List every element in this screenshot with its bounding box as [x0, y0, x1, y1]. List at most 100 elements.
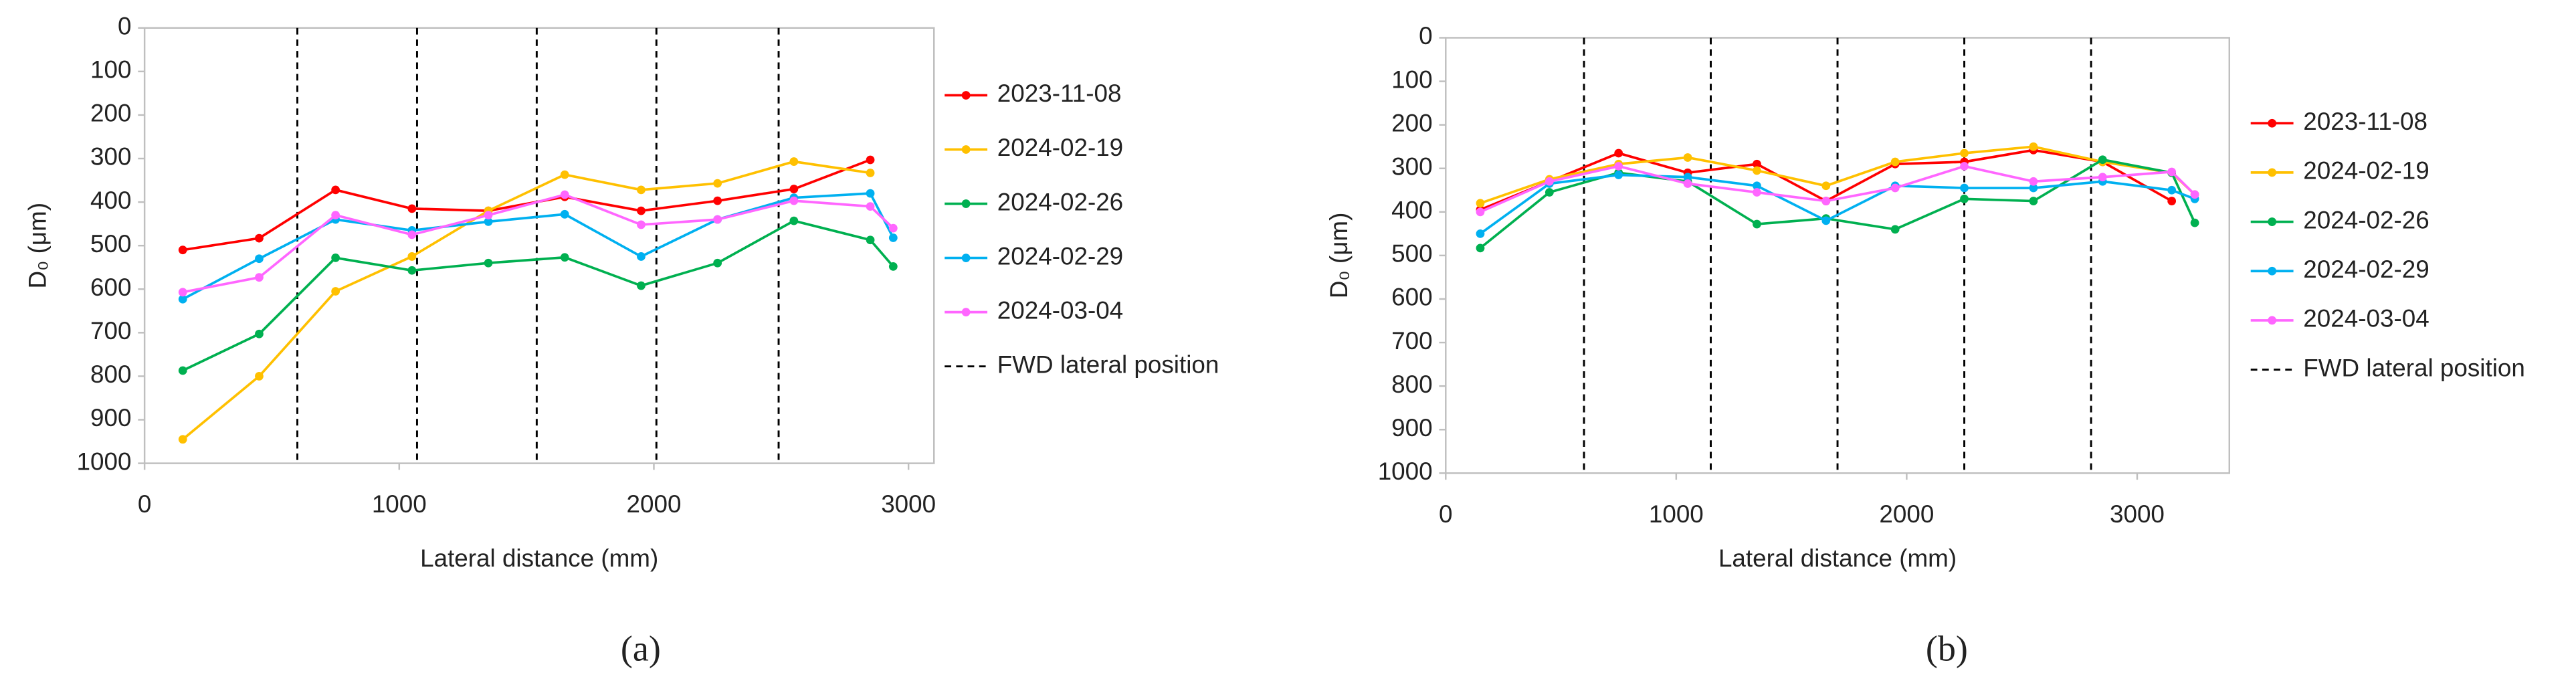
data-point: [2190, 218, 2199, 227]
y-tick-label: 300: [90, 143, 131, 171]
data-point: [1890, 183, 1900, 193]
x-tick-label: 2000: [627, 490, 682, 518]
data-point: [331, 185, 340, 195]
data-point: [1683, 179, 1692, 188]
data-point: [1614, 171, 1623, 179]
data-point: [2029, 197, 2038, 205]
data-point: [1476, 199, 1485, 208]
data-point: [1821, 181, 1831, 191]
data-point: [178, 288, 187, 297]
x-tick-label: 0: [138, 490, 151, 518]
legend-marker: [2268, 118, 2277, 128]
data-point: [1960, 149, 1969, 158]
data-point: [888, 233, 898, 242]
plot-frame: [143, 27, 935, 464]
data-point: [560, 209, 569, 219]
y-tick-label: 500: [1391, 240, 1432, 268]
legend-label: FWD lateral position: [2303, 354, 2525, 381]
legend-label: 2023-11-08: [2303, 108, 2428, 135]
legend-marker: [2268, 316, 2277, 325]
data-point: [407, 230, 417, 239]
data-point: [713, 196, 722, 205]
legend-marker: [961, 254, 971, 262]
y-tick-label: 700: [90, 317, 131, 344]
y-tick-label: 600: [90, 274, 131, 301]
y-tick-label: 400: [1391, 197, 1432, 224]
data-point: [1821, 216, 1831, 225]
y-tick-label: 0: [1419, 22, 1432, 50]
data-point: [789, 185, 799, 193]
data-point: [484, 211, 493, 220]
x-tick-label: 3000: [881, 490, 936, 518]
data-point: [2029, 142, 2038, 151]
data-point: [1614, 162, 1623, 171]
data-point: [484, 217, 493, 226]
data-point: [1753, 159, 1761, 169]
data-point: [1476, 207, 1485, 217]
legend-marker: [2268, 266, 2277, 276]
y-tick-label: 1000: [1378, 458, 1433, 485]
data-point: [255, 254, 264, 264]
data-point: [178, 366, 187, 375]
legend-label: 2024-02-19: [2303, 157, 2429, 185]
y-tick-label: 200: [90, 100, 131, 127]
series-line: [1480, 165, 2196, 213]
data-point: [789, 157, 799, 166]
data-point: [866, 202, 875, 211]
legend-marker: [961, 145, 971, 154]
data-point: [2167, 185, 2177, 195]
data-point: [1614, 149, 1623, 158]
series-line: [182, 160, 871, 441]
data-point: [713, 215, 722, 224]
data-point: [1960, 183, 1969, 193]
data-point: [637, 281, 646, 290]
data-point: [1753, 188, 1761, 197]
legend-label: 2024-03-04: [997, 296, 1123, 324]
y-tick-label: 100: [90, 56, 131, 84]
legend-marker: [961, 199, 971, 208]
legend-label: 2024-02-26: [2303, 206, 2429, 233]
data-point: [713, 258, 722, 268]
data-point: [866, 169, 875, 177]
data-point: [560, 190, 569, 199]
legend-marker: [961, 91, 971, 100]
series-line: [1480, 145, 2196, 205]
data-point: [178, 435, 187, 444]
x-tick-label: 3000: [2110, 500, 2165, 528]
data-point: [331, 211, 340, 220]
series-line: [1479, 173, 2195, 235]
y-tick-label: 100: [1391, 66, 1432, 93]
data-point: [407, 266, 417, 275]
data-point: [2029, 177, 2038, 186]
y-tick-label: 400: [90, 187, 131, 214]
data-point: [331, 287, 340, 296]
data-point: [2167, 197, 2177, 205]
x-tick-label: 2000: [1879, 500, 1934, 528]
data-point: [1890, 225, 1900, 234]
data-point: [866, 155, 875, 165]
data-point: [407, 252, 417, 261]
data-point: [178, 245, 187, 255]
panel-label: (a): [621, 628, 661, 668]
y-tick-label: 600: [1391, 284, 1432, 311]
legend-label: 2024-03-04: [2303, 305, 2429, 332]
legend-label: FWD lateral position: [997, 351, 1219, 378]
data-point: [255, 233, 264, 243]
series-line: [182, 192, 894, 300]
data-point: [2098, 155, 2107, 165]
data-point: [637, 220, 646, 229]
data-point: [888, 262, 898, 271]
data-point: [1890, 157, 1900, 167]
legend-label: 2024-02-19: [997, 134, 1123, 161]
y-tick-label: 300: [1391, 153, 1432, 180]
data-point: [2029, 183, 2038, 193]
x-tick-label: 1000: [1649, 500, 1704, 528]
data-point: [1753, 181, 1761, 191]
data-point: [637, 206, 646, 215]
data-point: [866, 189, 875, 198]
legend-marker: [2268, 217, 2277, 226]
